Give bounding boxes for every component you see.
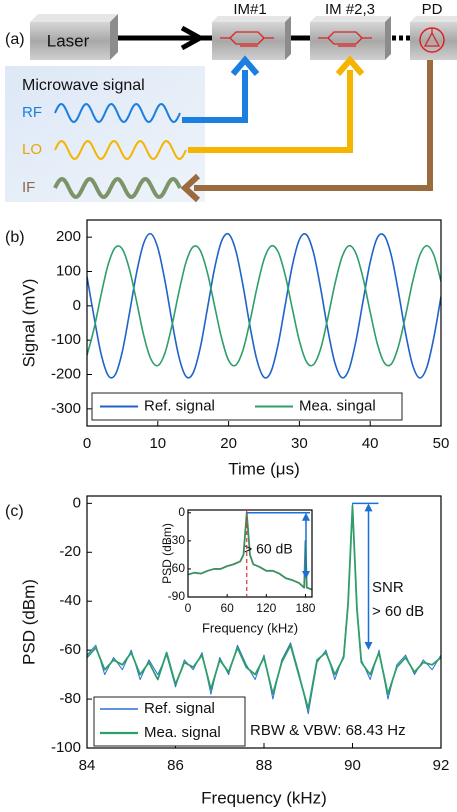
series-line — [87, 502, 441, 715]
series-line — [87, 232, 441, 379]
x-tick-label: 10 — [149, 435, 166, 452]
y-tick-label: -300 — [51, 400, 81, 417]
panel-label: (c) — [5, 503, 24, 520]
y-tick-label: -100 — [51, 331, 81, 348]
annotation: > 60 dB — [372, 603, 424, 620]
chart: 0 10 20 30 40 50 -300 -200 -100 0 100 200 Time (μs) S… — [5, 219, 450, 478]
x-tick-label: 60 — [220, 601, 234, 615]
panel-label: (a) — [5, 31, 25, 48]
y-tick-label: -30 — [168, 533, 186, 547]
legend-box — [93, 696, 246, 747]
modulator-2: IM #2,3 — [310, 1, 391, 60]
y-tick-label: 100 — [56, 262, 81, 279]
series-line — [188, 511, 312, 591]
y-tick-label: -20 — [59, 543, 81, 560]
legend-box — [91, 392, 403, 421]
x-tick-label: 30 — [291, 435, 308, 452]
y-tick-label: 0 — [73, 494, 81, 511]
series-line — [87, 244, 441, 367]
series-line — [87, 504, 441, 710]
y-tick-label: -40 — [59, 592, 81, 609]
legend-label: Ref. signal — [144, 700, 215, 717]
y-tick-label: -90 — [168, 589, 186, 603]
arrow — [335, 55, 365, 76]
x-tick-label: 40 — [362, 435, 379, 452]
setup-diagram: (a) Laser IM#1 IM #2,3 — [5, 1, 457, 203]
detector: PD — [410, 1, 457, 60]
y-tick-label: -60 — [59, 641, 81, 658]
y-tick-label: -60 — [168, 561, 186, 575]
x-tick-label: 50 — [433, 435, 450, 452]
x-tick-label: 88 — [256, 757, 273, 774]
x-tick-label: 20 — [220, 435, 237, 452]
y-axis-label: Signal (mV) — [19, 279, 38, 368]
y-tick-label: 0 — [73, 297, 81, 314]
x-axis-label: Frequency (kHz) — [202, 620, 298, 635]
if-connection — [194, 60, 433, 191]
lo-connection — [188, 70, 353, 153]
rf-label: RF — [22, 104, 42, 121]
arrow-head — [364, 503, 373, 512]
x-axis-label: Frequency (kHz) — [201, 788, 327, 807]
legend-label: Mea. signal — [144, 724, 221, 741]
inset-chart: 0 60 120 180 -90 -60 -30 0 Frequency (kHz) PSD (d… — [160, 505, 316, 635]
axis-frame — [86, 495, 442, 749]
modulator-label: IM #2,3 — [325, 1, 375, 18]
axis-frame — [86, 219, 442, 427]
legend-label: Ref. signal — [144, 397, 215, 414]
if-label: IF — [22, 179, 35, 196]
axis-frame — [187, 509, 313, 598]
x-tick-label: 120 — [256, 601, 276, 615]
arrow — [230, 55, 260, 76]
signal-box-title: Microwave signal — [22, 77, 145, 94]
x-tick-label: 86 — [167, 757, 184, 774]
y-axis-label: PSD (dBm) — [160, 523, 174, 584]
x-tick-label: 0 — [185, 601, 192, 615]
panel-label: (b) — [5, 229, 25, 246]
x-tick-label: 0 — [83, 435, 91, 452]
x-tick-label: 92 — [433, 757, 450, 774]
y-tick-label: 200 — [56, 228, 81, 245]
annotation: RBW & VBW: 68.43 Hz — [250, 722, 406, 739]
x-tick-label: 90 — [344, 757, 361, 774]
y-axis-label: PSD (dBm) — [19, 579, 38, 665]
lo-label: LO — [22, 141, 42, 158]
arrow-head — [302, 571, 310, 579]
detector-label: PD — [422, 1, 443, 18]
y-tick-label: 0 — [178, 505, 185, 519]
y-tick-label: -100 — [51, 739, 81, 756]
laser-label: Laser — [47, 31, 90, 50]
annotation: > 60 dB — [244, 541, 293, 557]
wave — [54, 139, 187, 161]
modulator-label: IM#1 — [233, 1, 266, 18]
modulator-1: IM#1 — [212, 1, 291, 60]
wave — [54, 102, 181, 124]
wave — [53, 176, 182, 200]
laser-box: Laser — [30, 14, 118, 60]
legend-label: Mea. singal — [299, 397, 376, 414]
arrow — [180, 25, 206, 51]
arrow-head — [302, 512, 310, 521]
y-tick-label: -80 — [59, 690, 81, 707]
annotation: SNR — [372, 579, 404, 596]
arrow-head — [364, 642, 373, 650]
y-tick-label: -200 — [51, 365, 81, 382]
x-tick-label: 84 — [79, 757, 96, 774]
x-tick-label: 180 — [295, 601, 315, 615]
x-axis-label: Time (μs) — [228, 459, 300, 478]
rf-connection — [182, 70, 248, 123]
plot-area — [87, 220, 441, 426]
arrow — [180, 173, 201, 203]
